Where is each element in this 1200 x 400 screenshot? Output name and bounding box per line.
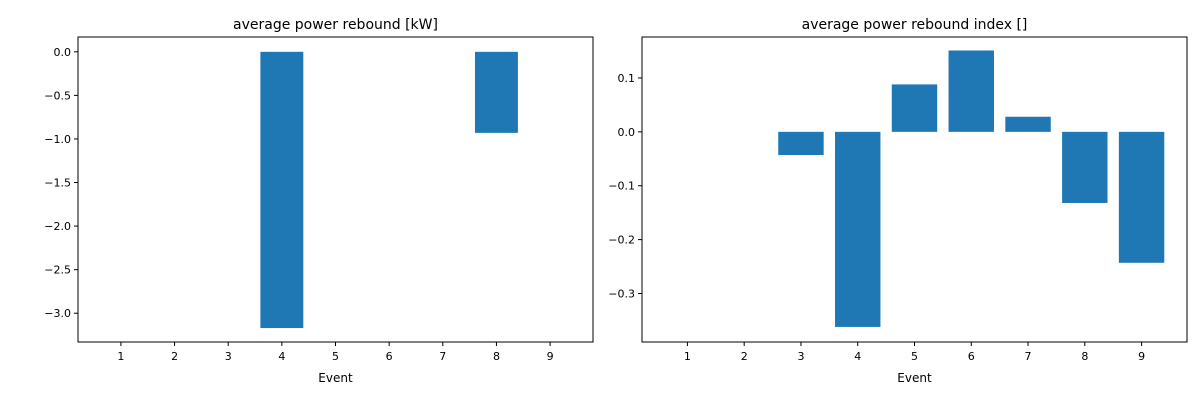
x-tick-label: 2 (741, 350, 748, 363)
y-tick-label: −2.0 (44, 220, 71, 233)
bar-event-3 (778, 131, 824, 156)
x-tick-label: 7 (439, 350, 446, 363)
x-tick-label: 7 (1025, 350, 1032, 363)
y-tick-label: −0.5 (44, 89, 71, 102)
x-tick-label: 2 (171, 350, 178, 363)
x-tick-label: 5 (332, 350, 339, 363)
x-tick-label: 9 (1138, 350, 1145, 363)
y-tick-label: 0.0 (618, 126, 636, 139)
bar-event-9 (1118, 131, 1165, 263)
y-tick-label: −1.5 (44, 177, 71, 190)
x-tick-label: 8 (493, 350, 500, 363)
bar-event-8 (474, 51, 518, 133)
y-tick-label: −3.0 (44, 307, 71, 320)
chart-panel-2: 1 2 3 4 5 6 7 8 9 0.1 0.0 −0.1 −0.2 −0.3 average power… (608, 17, 1188, 385)
x-tick-label: 4 (278, 350, 285, 363)
y-tick-label: −0.3 (608, 288, 635, 301)
chart-title: average power rebound [kW] (233, 17, 438, 33)
x-tick-label: 9 (547, 350, 554, 363)
chart-panel-1: 1 2 3 4 5 6 7 8 9 0.0 −0.5 −1.0 −1.5 −2.0 −2.5 −3.0 aver… (44, 17, 594, 385)
chart-title: average power rebound index [] (802, 17, 1028, 33)
y-tick-label: −0.1 (608, 180, 635, 193)
x-tick-label: 6 (386, 350, 393, 363)
x-tick-label: 4 (854, 350, 861, 363)
y-tick-label: −2.5 (44, 264, 71, 277)
bar-event-5 (891, 84, 938, 132)
x-tick-label: 5 (911, 350, 918, 363)
bar-event-6 (948, 50, 994, 132)
bar-event-4 (835, 131, 881, 327)
y-tick-label: 0.1 (618, 72, 636, 85)
x-tick-label: 6 (968, 350, 975, 363)
y-tick-label: 0.0 (54, 46, 72, 59)
y-tick-label: −1.0 (44, 133, 71, 146)
bar-event-8 (1062, 131, 1108, 203)
bar-event-4 (260, 51, 304, 329)
x-tick-label: 1 (117, 350, 124, 363)
x-tick-label: 3 (797, 350, 804, 363)
x-tick-label: 3 (225, 350, 232, 363)
x-axis-label: Event (318, 371, 353, 385)
bar-event-7 (1005, 116, 1051, 132)
x-tick-label: 1 (684, 350, 691, 363)
y-tick-label: −0.2 (608, 234, 635, 247)
x-axis-label: Event (897, 371, 932, 385)
x-tick-label: 8 (1081, 350, 1088, 363)
